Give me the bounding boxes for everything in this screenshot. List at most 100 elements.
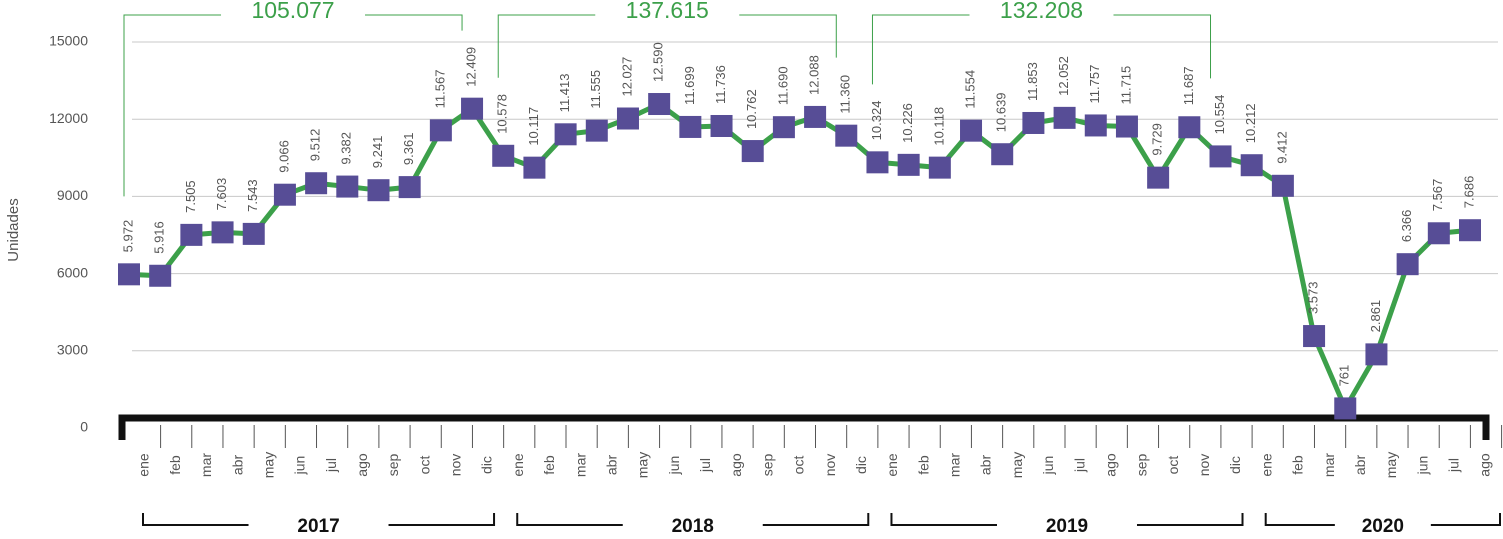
y-tick-label: 0: [80, 419, 88, 435]
value-label: 10.578: [495, 94, 510, 134]
x-tick-label: jun: [292, 456, 308, 476]
x-tick-label: feb: [167, 455, 183, 475]
value-label: 10.118: [931, 107, 946, 146]
value-label: 10.324: [869, 101, 884, 141]
value-label: 9.412: [1274, 131, 1289, 164]
marker: [1053, 106, 1076, 129]
marker: [211, 221, 234, 244]
marker: [461, 97, 484, 120]
marker: [741, 140, 764, 163]
data-line: [128, 101, 1471, 411]
marker: [648, 93, 671, 116]
marker: [492, 144, 515, 167]
marker: [1209, 145, 1232, 168]
marker: [991, 143, 1014, 166]
year-total-bracket: [123, 14, 463, 197]
marker: [429, 119, 452, 142]
x-tick-label: nov: [822, 454, 838, 477]
x-tick-label: nov: [448, 454, 464, 477]
marker: [1240, 154, 1263, 177]
y-tick-label: 9000: [57, 187, 88, 203]
year-total-bracket: [871, 14, 1212, 85]
value-label: 10.639: [994, 92, 1009, 132]
value-label: 9.382: [339, 132, 354, 165]
marker: [242, 222, 265, 245]
x-tick-label: abr: [603, 455, 619, 476]
marker: [523, 156, 546, 179]
x-tick-label: jun: [1414, 456, 1430, 476]
value-label: 11.555: [588, 70, 603, 109]
x-tick-label: ago: [728, 453, 744, 477]
value-label: 12.027: [619, 57, 634, 97]
value-label: 7.686: [1461, 176, 1476, 209]
value-label: 12.088: [807, 55, 822, 95]
marker: [1303, 325, 1326, 348]
marker: [305, 172, 328, 195]
marker: [367, 179, 390, 202]
value-label: 10.226: [900, 103, 915, 143]
x-tick-label: jun: [666, 456, 682, 476]
value-label: 11.567: [432, 70, 447, 109]
x-tick-label: dic: [853, 456, 869, 474]
value-label: 11.699: [682, 66, 697, 105]
x-tick-label: ene: [884, 453, 900, 477]
value-label: 10.117: [526, 107, 541, 146]
year-bracket: [890, 513, 1244, 526]
value-label: 11.715: [1118, 66, 1133, 105]
x-tick-label: dic: [1227, 456, 1243, 474]
x-tick-label: sep: [1134, 454, 1150, 477]
value-label: 11.757: [1087, 65, 1102, 104]
marker: [1022, 111, 1045, 134]
x-tick-label: oct: [416, 456, 432, 475]
value-label: 3.573: [1306, 282, 1321, 315]
marker: [336, 175, 359, 198]
value-label: 11.736: [713, 65, 728, 104]
y-tick-label: 12000: [49, 110, 88, 126]
value-label: 9.512: [308, 129, 323, 162]
value-label: 9.729: [1150, 123, 1165, 156]
x-tick-label: sep: [385, 454, 401, 477]
value-label: 5.916: [152, 221, 167, 254]
value-label: 7.543: [245, 179, 260, 212]
x-tick-label: ago: [1477, 453, 1493, 477]
marker: [835, 124, 858, 147]
x-tick-label: abr: [978, 455, 994, 476]
marker: [1147, 166, 1170, 189]
marker: [897, 153, 920, 176]
marker: [1115, 115, 1138, 138]
x-tick-label: feb: [1290, 455, 1306, 475]
marker: [1334, 397, 1357, 420]
x-tick-label: may: [1383, 452, 1399, 478]
x-tick-label: jul: [1071, 458, 1087, 473]
y-tick-label: 15000: [49, 33, 88, 49]
marker: [866, 151, 889, 174]
x-tick-label: ago: [1102, 453, 1118, 477]
year-bracket: [516, 513, 870, 526]
x-tick-label: ene: [1258, 453, 1274, 477]
year-label: 2017: [297, 516, 339, 537]
x-tick-label: may: [260, 452, 276, 478]
x-tick-label: sep: [759, 454, 775, 477]
value-label: 5.972: [120, 220, 135, 253]
x-tick-label: oct: [791, 456, 807, 475]
y-tick-label: 6000: [57, 264, 88, 280]
x-tick-label: mar: [1321, 453, 1337, 477]
x-axis: [118, 414, 1490, 440]
marker: [273, 183, 296, 206]
value-label: 9.066: [276, 140, 291, 173]
value-label: 7.567: [1430, 179, 1445, 212]
marker: [1427, 222, 1450, 245]
value-label: 11.853: [1025, 62, 1040, 101]
marker: [679, 115, 702, 138]
value-label: 9.361: [401, 133, 416, 166]
year-total-label: 132.208: [1000, 0, 1083, 23]
year-label: 2018: [672, 516, 714, 537]
y-axis-label: Unidades: [5, 198, 22, 261]
value-label: 12.590: [651, 42, 666, 82]
marker: [149, 264, 172, 287]
x-tick-label: ene: [510, 453, 526, 477]
year-label: 2020: [1362, 516, 1404, 537]
marker: [1084, 114, 1107, 137]
year-bracket: [142, 513, 496, 526]
